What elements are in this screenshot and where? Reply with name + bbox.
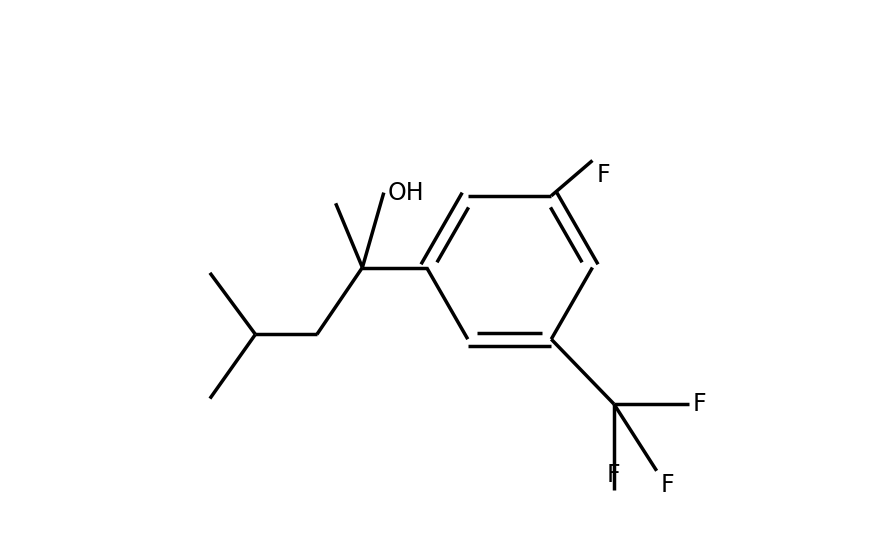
Text: OH: OH: [388, 181, 425, 204]
Text: F: F: [693, 392, 707, 416]
Text: F: F: [607, 463, 621, 487]
Text: F: F: [661, 473, 675, 498]
Text: F: F: [597, 163, 610, 187]
